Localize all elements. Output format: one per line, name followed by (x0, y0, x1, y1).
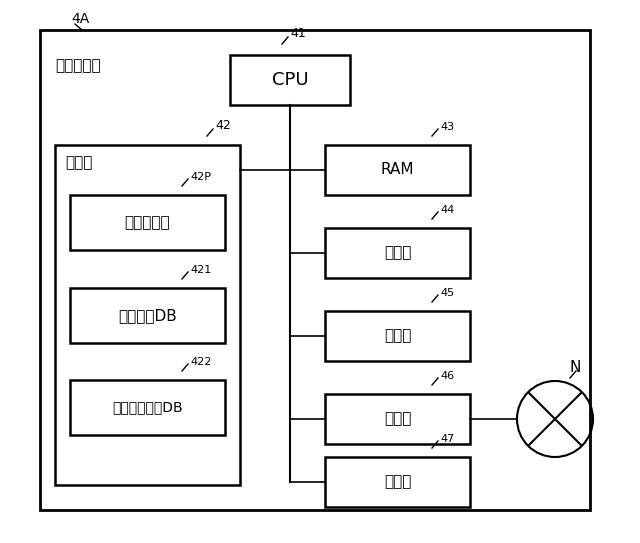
Text: 45: 45 (440, 288, 454, 298)
Text: 表示部: 表示部 (384, 329, 411, 344)
Text: 履歴情報DB: 履歴情報DB (118, 308, 177, 323)
Bar (325, 457, 470, 507)
Text: サーバ装置: サーバ装置 (55, 58, 100, 73)
Bar (325, 394, 470, 444)
Text: 46: 46 (440, 371, 454, 381)
Text: 41: 41 (290, 27, 306, 40)
Text: 44: 44 (440, 205, 454, 215)
Bar (70, 195, 225, 250)
Text: RAM: RAM (381, 162, 414, 178)
Bar (325, 145, 470, 195)
Text: 計時部: 計時部 (384, 475, 411, 489)
Text: N: N (570, 360, 580, 375)
Bar (325, 311, 470, 361)
Text: 42: 42 (215, 119, 231, 132)
Bar (70, 380, 225, 435)
Text: 43: 43 (440, 122, 454, 132)
Text: 入力部: 入力部 (384, 245, 411, 261)
Text: 42P: 42P (190, 172, 211, 182)
Bar (325, 228, 470, 278)
Bar (40, 30, 590, 510)
Text: 47: 47 (440, 434, 454, 444)
Bar (55, 145, 240, 485)
Text: 記憶部: 記憶部 (65, 155, 92, 170)
Text: 通信部: 通信部 (384, 412, 411, 426)
Text: 端末位置情報DB: 端末位置情報DB (112, 401, 183, 414)
Bar (230, 55, 350, 105)
Text: CPU: CPU (272, 71, 308, 89)
Text: 421: 421 (190, 265, 211, 275)
Text: プログラム: プログラム (125, 215, 170, 230)
Text: 4A: 4A (71, 12, 89, 26)
Bar (70, 288, 225, 343)
Text: 422: 422 (190, 357, 211, 367)
